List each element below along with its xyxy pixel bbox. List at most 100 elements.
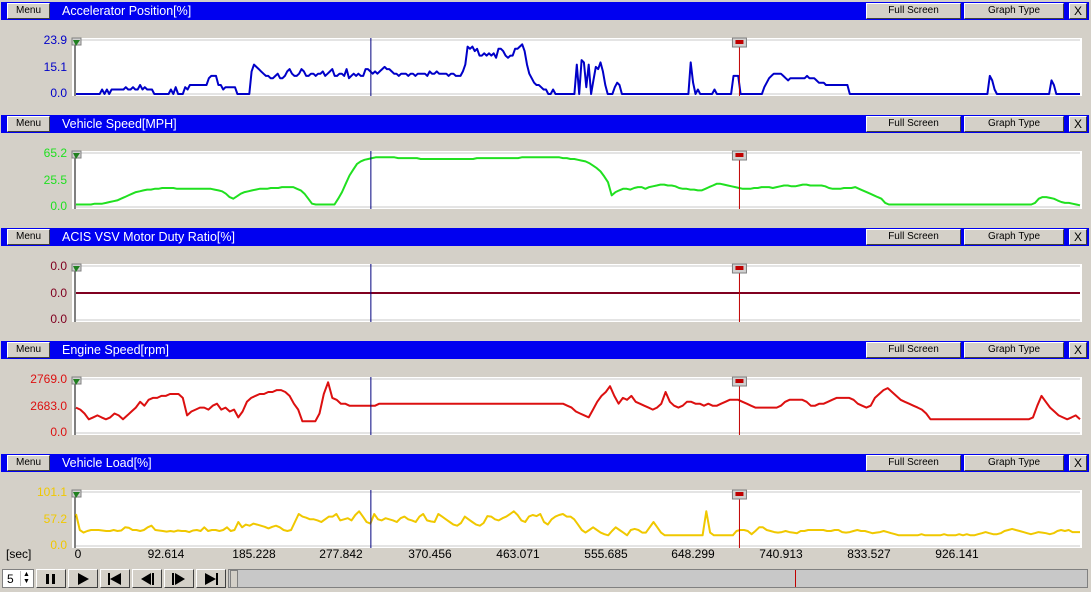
x-axis-tick-label: 277.842 [319,547,363,561]
full-screen-button[interactable]: Full Screen [866,229,961,245]
pause-button[interactable] [36,569,66,588]
graph-type-button[interactable]: Graph Type [964,229,1064,245]
playback-position-marker [794,570,796,587]
graph-plot[interactable] [0,472,1091,565]
series-line [76,43,1080,95]
left-cursor-marker-icon[interactable] [71,150,82,159]
x-axis-tick-label: 926.141 [935,547,979,561]
y-axis-label: 0.0 [50,286,67,300]
full-screen-button[interactable]: Full Screen [866,342,961,358]
graph-type-button[interactable]: Graph Type [964,455,1064,471]
series-line [76,156,1081,207]
left-cursor-marker-icon[interactable] [71,263,82,272]
menu-button[interactable]: Menu [7,342,50,358]
skip-to-start-button[interactable] [100,569,130,588]
close-panel-button[interactable]: X [1069,116,1087,132]
graph-panel: Menu Accelerator Position[%] Full Screen… [0,0,1091,113]
left-cursor-marker-icon[interactable] [71,489,82,498]
right-cursor-marker-icon[interactable] [731,150,747,161]
y-axis-label: 65.2 [43,146,67,160]
close-panel-button[interactable]: X [1069,342,1087,358]
playback-bar: 5 ▲ ▼ [0,567,1091,592]
graph-type-button[interactable]: Graph Type [964,342,1064,358]
panel-title: Vehicle Load[%] [62,456,152,470]
series-line [75,510,1080,537]
graph-plot[interactable] [0,133,1091,226]
play-icon [78,573,89,585]
graph-plot[interactable] [0,246,1091,339]
plot-background [72,377,1082,435]
menu-button[interactable]: Menu [7,455,50,471]
x-axis-tick-label: 463.071 [496,547,540,561]
menu-button[interactable]: Menu [7,116,50,132]
y-axis-label: 2769.0 [30,372,67,386]
pause-icon [46,574,55,584]
graph-panel: Menu Vehicle Speed[MPH] Full Screen Grap… [0,113,1091,226]
step-back-button[interactable] [132,569,162,588]
plot-background [72,151,1082,209]
x-axis-unit: [sec] [6,547,32,561]
panel-titlebar: Menu Vehicle Load[%] Full Screen Graph T… [1,454,1089,472]
y-axis-label: 0.0 [50,199,67,213]
panel-title: Engine Speed[rpm] [62,343,170,357]
close-panel-button[interactable]: X [1069,455,1087,471]
panel-titlebar: Menu Accelerator Position[%] Full Screen… [1,2,1089,20]
close-panel-button[interactable]: X [1069,229,1087,245]
left-cursor-marker-icon[interactable] [71,376,82,385]
left-cursor-marker-icon[interactable] [71,37,82,46]
panel-titlebar: Menu Engine Speed[rpm] Full Screen Graph… [1,341,1089,359]
right-cursor-marker-icon[interactable] [731,376,747,387]
graph-panel: Menu Vehicle Load[%] Full Screen Graph T… [0,452,1091,565]
right-cursor-marker-icon[interactable] [731,489,747,500]
right-cursor-marker-icon[interactable] [731,37,747,48]
play-button[interactable] [68,569,98,588]
full-screen-button[interactable]: Full Screen [866,116,961,132]
skip-to-end-button[interactable] [196,569,226,588]
x-axis-tick-label: 833.527 [847,547,891,561]
x-axis-tick-label: 740.913 [759,547,803,561]
series-line [75,381,1081,423]
graph-type-button[interactable]: Graph Type [964,3,1064,19]
x-axis-tick-label: 185.228 [232,547,276,561]
y-axis-label: 0.0 [50,425,67,439]
panel-titlebar: Menu Vehicle Speed[MPH] Full Screen Grap… [1,115,1089,133]
step-forward-button[interactable] [164,569,194,588]
close-panel-button[interactable]: X [1069,3,1087,19]
playback-speed-value: 5 [7,572,14,586]
skip-to-end-icon [205,573,218,585]
y-axis-label: 2683.0 [30,399,67,413]
y-axis-label: 0.0 [50,538,67,552]
graph-plot[interactable] [0,20,1091,113]
x-axis-tick-label: 0 [74,547,82,561]
x-axis-tick-label: 648.299 [671,547,715,561]
playback-speed-spinner[interactable]: 5 ▲ ▼ [2,569,34,588]
graph-type-button[interactable]: Graph Type [964,116,1064,132]
menu-button[interactable]: Menu [7,229,50,245]
y-axis-label: 0.0 [50,259,67,273]
x-axis-tick-label: 555.685 [584,547,628,561]
graph-panel: Menu ACIS VSV Motor Duty Ratio[%] Full S… [0,226,1091,339]
y-axis-label: 0.0 [50,86,67,100]
panel-title: ACIS VSV Motor Duty Ratio[%] [62,230,235,244]
step-forward-icon [172,573,185,585]
y-axis-label: 15.1 [43,60,67,74]
menu-button[interactable]: Menu [7,3,50,19]
spinner-arrows-icon[interactable]: ▲ ▼ [20,571,32,586]
scrollbar-thumb[interactable] [230,570,238,588]
graph-plot[interactable] [0,359,1091,452]
panel-title: Accelerator Position[%] [62,4,192,18]
panel-title: Vehicle Speed[MPH] [62,117,177,131]
y-axis-label: 57.2 [43,512,67,526]
y-axis-label: 23.9 [43,33,67,47]
full-screen-button[interactable]: Full Screen [866,3,961,19]
y-axis-label: 0.0 [50,312,67,326]
full-screen-button[interactable]: Full Screen [866,455,961,471]
y-axis-label: 101.1 [36,485,67,499]
plot-background [72,490,1082,548]
y-axis-label: 25.5 [43,173,67,187]
playback-scrollbar[interactable] [228,569,1088,588]
x-axis-tick-label: 370.456 [408,547,452,561]
x-axis-tick-label: 92.614 [147,547,185,561]
right-cursor-marker-icon[interactable] [731,263,747,274]
step-back-icon [141,573,154,585]
